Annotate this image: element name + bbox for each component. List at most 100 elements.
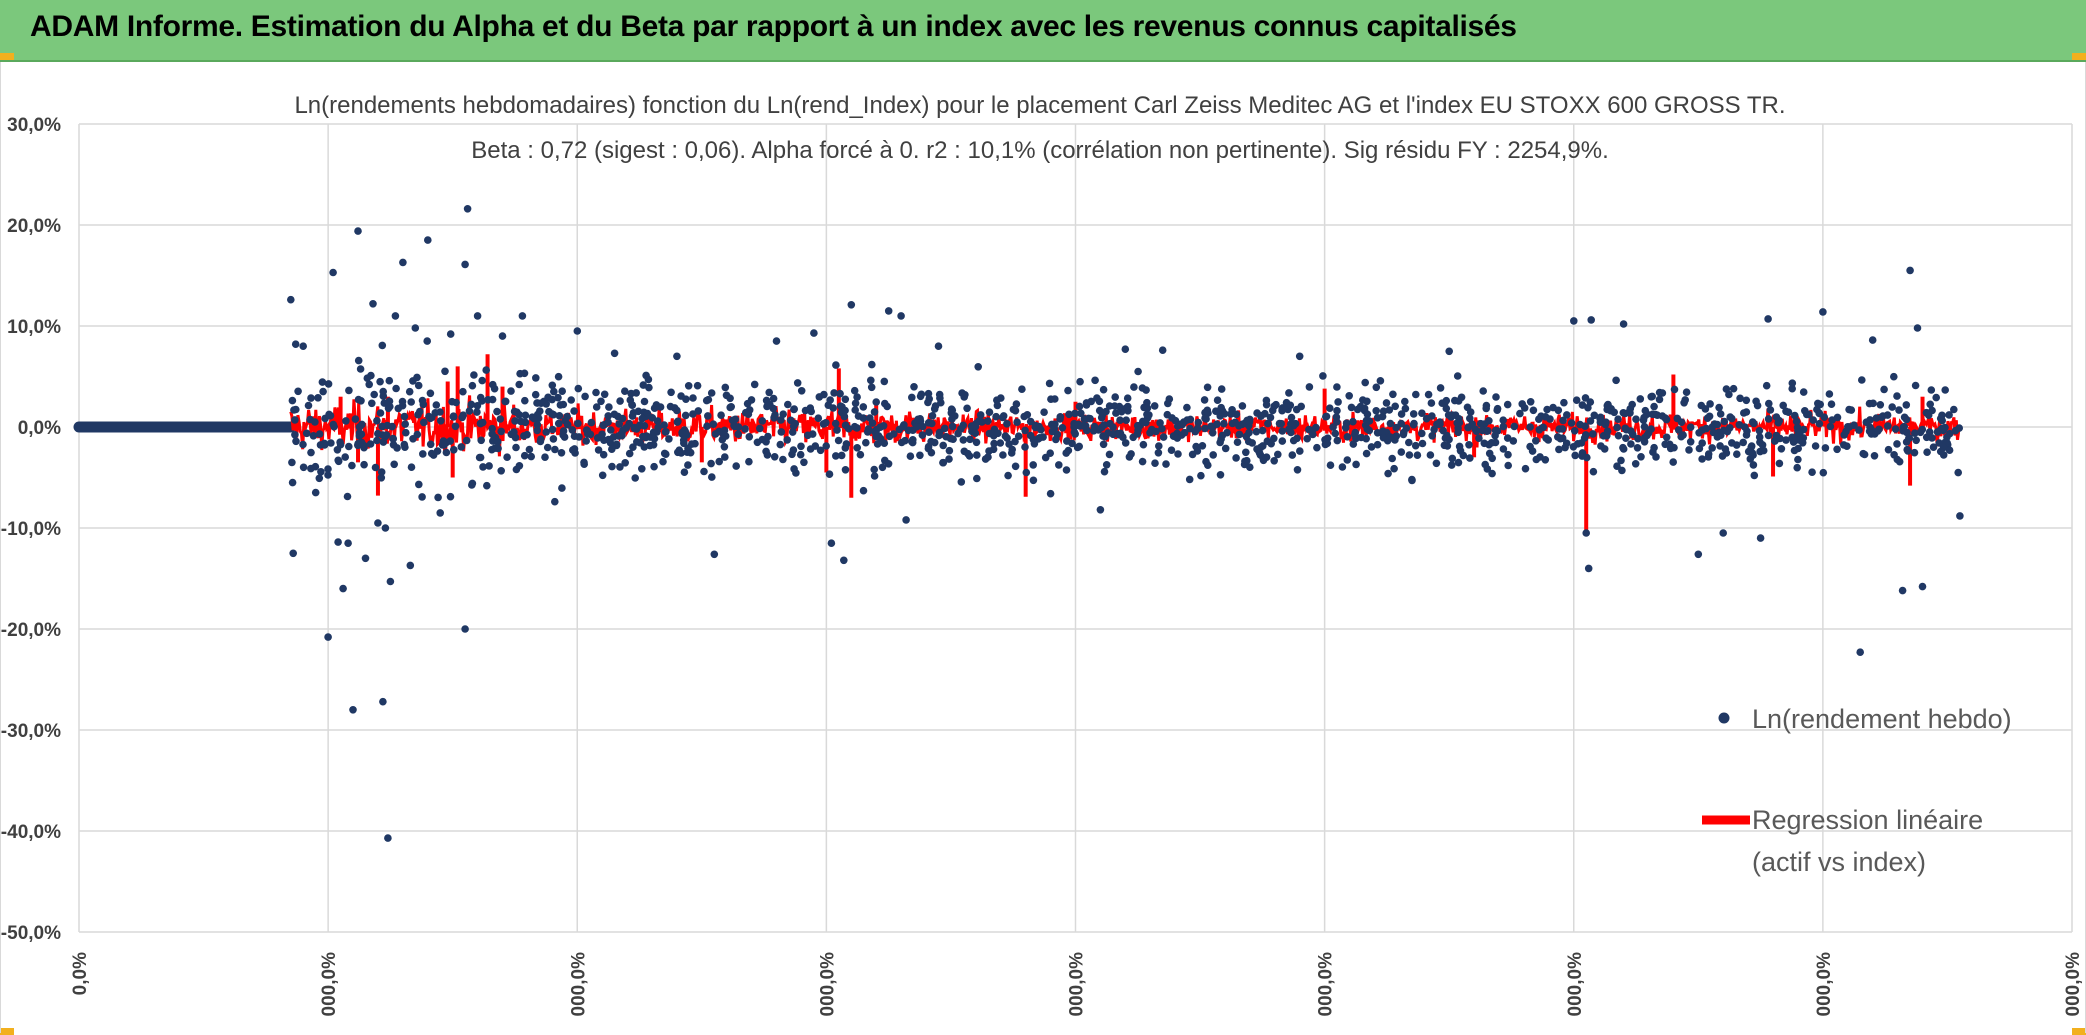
- data-point: [1669, 458, 1677, 466]
- data-point: [371, 463, 380, 472]
- data-point: [307, 394, 315, 402]
- data-point: [1546, 415, 1554, 423]
- data-point: [294, 387, 302, 396]
- data-point: [288, 478, 297, 487]
- data-point: [1641, 406, 1650, 415]
- data-point: [1453, 372, 1462, 380]
- data-point: [1560, 398, 1568, 407]
- data-point: [1636, 395, 1645, 403]
- data-point-outlier: [1956, 512, 1964, 520]
- chart-title-line2: Beta : 0,72 (sigest : 0,06). Alpha forcé…: [471, 137, 1609, 164]
- data-point: [1480, 439, 1489, 448]
- data-point-outlier: [291, 340, 300, 349]
- data-point: [1590, 411, 1599, 420]
- data-point: [1159, 433, 1168, 441]
- data-point: [758, 417, 767, 425]
- data-point: [1227, 410, 1235, 418]
- data-point: [1796, 427, 1805, 436]
- data-point: [1338, 463, 1347, 471]
- data-point: [1655, 395, 1664, 404]
- data-point: [1386, 433, 1395, 441]
- data-point-outlier: [934, 342, 943, 351]
- data-point: [750, 380, 759, 389]
- data-point: [1670, 385, 1679, 394]
- data-point: [473, 408, 481, 416]
- data-point: [1627, 440, 1635, 448]
- data-point: [1825, 390, 1834, 398]
- data-point: [1640, 438, 1649, 446]
- data-point: [1362, 434, 1370, 443]
- data-point: [1218, 431, 1227, 440]
- data-point: [984, 417, 992, 425]
- data-point: [1372, 407, 1380, 415]
- data-point: [942, 432, 950, 441]
- data-point: [1305, 383, 1314, 391]
- data-point: [1674, 426, 1683, 434]
- data-point-outlier: [406, 561, 415, 570]
- data-point-outlier: [1295, 352, 1304, 361]
- data-point: [1454, 458, 1463, 467]
- data-point: [418, 396, 427, 405]
- report-banner: ADAM Informe. Estimation du Alpha et du …: [0, 0, 2086, 62]
- data-point: [1106, 419, 1114, 428]
- data-point: [533, 421, 542, 429]
- data-point: [478, 397, 486, 405]
- data-point: [1633, 444, 1642, 452]
- data-point: [1928, 406, 1936, 415]
- data-point: [1121, 439, 1130, 447]
- data-point: [908, 393, 916, 402]
- data-point: [680, 468, 689, 477]
- data-point: [288, 396, 297, 405]
- data-point: [834, 436, 843, 445]
- data-point-outlier: [897, 312, 905, 320]
- data-point: [511, 433, 520, 442]
- data-point: [974, 363, 982, 371]
- data-point: [1662, 433, 1671, 442]
- data-point-outlier: [673, 352, 681, 361]
- data-point: [1178, 420, 1186, 429]
- data-point: [551, 445, 559, 454]
- data-point: [1910, 448, 1919, 457]
- data-point-outlier: [391, 312, 400, 320]
- data-point: [378, 422, 387, 431]
- data-point: [299, 463, 308, 472]
- data-point: [606, 438, 615, 447]
- data-point: [1104, 429, 1112, 437]
- data-point: [1762, 381, 1771, 390]
- data-point: [1243, 416, 1251, 425]
- data-point: [316, 441, 325, 449]
- data-point: [1382, 399, 1391, 407]
- data-point: [1628, 400, 1636, 409]
- data-point: [426, 440, 435, 449]
- data-point: [1717, 431, 1725, 440]
- data-point: [485, 462, 493, 470]
- data-point: [1739, 438, 1747, 447]
- data-point: [985, 429, 994, 438]
- data-point: [851, 399, 860, 408]
- data-point: [426, 389, 435, 398]
- data-point-outlier: [518, 312, 527, 320]
- data-point: [1877, 413, 1886, 422]
- data-point: [510, 407, 519, 416]
- data-point: [1405, 451, 1414, 459]
- data-point: [717, 411, 725, 420]
- data-point: [859, 486, 868, 495]
- data-point: [1390, 464, 1398, 473]
- data-point: [1204, 461, 1212, 470]
- data-point-outlier: [299, 342, 308, 351]
- data-point: [409, 377, 417, 385]
- data-point: [1379, 433, 1388, 442]
- data-point: [503, 453, 511, 462]
- data-point: [1555, 445, 1563, 454]
- data-point: [924, 444, 933, 453]
- data-point: [1765, 399, 1773, 408]
- data-point: [327, 439, 335, 447]
- data-point: [1715, 403, 1723, 412]
- data-point: [1228, 419, 1237, 428]
- data-point: [351, 415, 360, 423]
- data-point: [1379, 407, 1388, 416]
- data-point: [570, 407, 578, 415]
- data-point: [1345, 392, 1353, 400]
- data-point: [304, 401, 313, 410]
- data-point: [1152, 427, 1160, 436]
